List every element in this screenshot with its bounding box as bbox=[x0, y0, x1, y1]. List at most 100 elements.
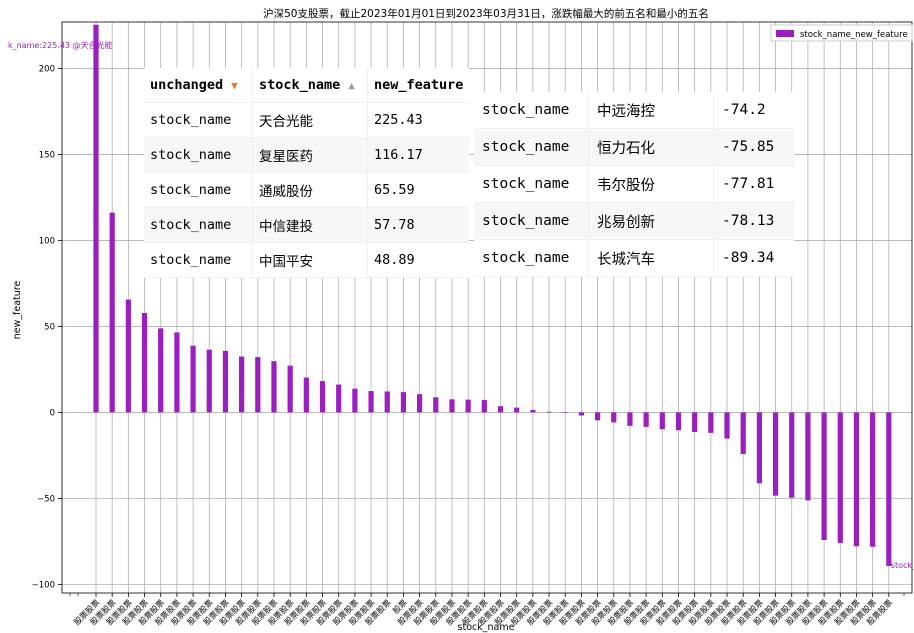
bar bbox=[675, 412, 682, 431]
bar bbox=[853, 412, 860, 547]
table-row: stock_name 中远海控 -74.2 bbox=[474, 92, 794, 129]
cell-stock: 中国平安 bbox=[252, 242, 368, 278]
bar bbox=[368, 391, 374, 413]
table-row: stock_name 恒力石化 -75.85 bbox=[474, 128, 794, 166]
cell-field: stock_name bbox=[474, 92, 589, 129]
bar bbox=[805, 412, 811, 501]
cell-value: -78.13 bbox=[713, 202, 794, 240]
bar bbox=[303, 377, 309, 413]
bar bbox=[271, 361, 277, 413]
cell-stock: 兆易创新 bbox=[588, 202, 714, 240]
cell-stock: 长城汽车 bbox=[588, 239, 714, 277]
cell-field: stock_name bbox=[144, 102, 253, 138]
y-tick-label: −50 bbox=[37, 494, 55, 504]
bar bbox=[158, 328, 164, 413]
cell-value: -75.85 bbox=[713, 128, 794, 166]
bar bbox=[239, 356, 245, 413]
cell-stock: 复星医药 bbox=[252, 137, 368, 173]
bar bbox=[497, 406, 504, 413]
y-tick-label: 50 bbox=[44, 322, 55, 332]
cell-stock: 恒力石化 bbox=[588, 128, 714, 166]
cell-value: 48.89 bbox=[367, 242, 470, 278]
bar bbox=[530, 410, 536, 413]
table-row: stock_name 韦尔股份 -77.81 bbox=[474, 165, 794, 203]
bar bbox=[724, 412, 730, 439]
legend-entry: stock_name_new_feature bbox=[800, 30, 908, 40]
bar bbox=[319, 381, 326, 413]
legend-swatch bbox=[776, 30, 794, 37]
x-axis-label: stock_name bbox=[458, 622, 515, 633]
table-row: stock_name 兆易创新 -78.13 bbox=[474, 202, 794, 240]
cell-field: stock_name bbox=[474, 239, 589, 277]
y-tick-label: 150 bbox=[39, 150, 55, 160]
cell-stock: 中远海控 bbox=[588, 92, 714, 129]
bar bbox=[692, 412, 698, 433]
bar bbox=[222, 350, 229, 413]
table-row: stock_name 复星医药 116.17 bbox=[144, 137, 470, 173]
y-tick-label: 200 bbox=[39, 64, 55, 74]
cell-value: -77.81 bbox=[713, 165, 794, 203]
cell-value: -74.2 bbox=[713, 92, 794, 129]
bar bbox=[514, 407, 520, 413]
bar bbox=[384, 391, 390, 413]
bar bbox=[433, 397, 439, 413]
cell-value: 116.17 bbox=[367, 137, 470, 173]
cell-value: 65.59 bbox=[367, 172, 470, 208]
bar bbox=[93, 24, 99, 413]
cell-stock: 韦尔股份 bbox=[588, 165, 714, 203]
y-axis-label: new_feature bbox=[12, 281, 23, 340]
bar bbox=[174, 332, 180, 413]
bar bbox=[352, 388, 358, 413]
min-annotation: stock_name:-89.34 @长城汽车 bbox=[891, 560, 914, 570]
sort-asc-icon[interactable]: ▲ bbox=[348, 79, 355, 92]
bar bbox=[594, 412, 601, 421]
table-row: stock_name 长城汽车 -89.34 bbox=[474, 239, 794, 277]
y-tick-label: 100 bbox=[39, 236, 55, 246]
cell-field: stock_name bbox=[144, 137, 253, 173]
cell-field: stock_name bbox=[474, 128, 589, 166]
bar bbox=[756, 412, 762, 484]
bar bbox=[578, 412, 584, 416]
cell-field: stock_name bbox=[144, 242, 253, 278]
bar bbox=[481, 400, 487, 413]
bar bbox=[659, 412, 665, 430]
cell-field: stock_name bbox=[474, 165, 589, 203]
bar bbox=[772, 412, 779, 496]
y-tick-label: −100 bbox=[32, 580, 55, 590]
cell-stock: 中信建投 bbox=[252, 207, 368, 243]
bar bbox=[740, 412, 746, 455]
bar bbox=[886, 412, 892, 567]
sort-desc-icon[interactable]: ▼ bbox=[231, 79, 238, 92]
table-row: stock_name 天合光能 225.43 bbox=[144, 102, 470, 138]
cell-value: 57.78 bbox=[367, 207, 470, 243]
y-tick-label: 0 bbox=[50, 408, 55, 418]
bar bbox=[708, 412, 714, 433]
bar bbox=[287, 365, 293, 413]
bar bbox=[417, 394, 423, 413]
bar bbox=[627, 412, 633, 426]
bars bbox=[93, 24, 892, 567]
column-header-new-feature[interactable]: new_feature bbox=[367, 68, 470, 103]
chart-title: 沪深50支股票，截止2023年01月01日到2023年03月31日，涨跌幅最大的… bbox=[263, 7, 709, 20]
bar bbox=[546, 411, 552, 413]
bar bbox=[336, 384, 342, 413]
cell-field: stock_name bbox=[144, 207, 253, 243]
bar bbox=[837, 412, 843, 543]
cell-stock: 天合光能 bbox=[252, 102, 368, 138]
cell-field: stock_name bbox=[144, 172, 253, 208]
bar bbox=[449, 399, 455, 413]
legend: stock_name_new_feature bbox=[770, 24, 913, 42]
bar bbox=[206, 349, 212, 413]
bar bbox=[821, 412, 827, 541]
table-row: stock_name 中信建投 57.78 bbox=[144, 207, 470, 243]
cell-field: stock_name bbox=[474, 202, 589, 240]
bar bbox=[465, 399, 471, 413]
column-header-stock-name[interactable]: stock_name ▲ bbox=[252, 68, 368, 103]
cell-value: -89.34 bbox=[713, 239, 794, 277]
cell-value: 225.43 bbox=[367, 102, 470, 138]
max-annotation: k_name:225.43 @天合光能 bbox=[8, 40, 113, 50]
bar bbox=[611, 412, 617, 423]
table-header-row: unchanged ▼ stock_name ▲ new_feature bbox=[144, 68, 470, 103]
column-header-unchanged[interactable]: unchanged ▼ bbox=[144, 68, 253, 103]
bar bbox=[643, 412, 649, 427]
